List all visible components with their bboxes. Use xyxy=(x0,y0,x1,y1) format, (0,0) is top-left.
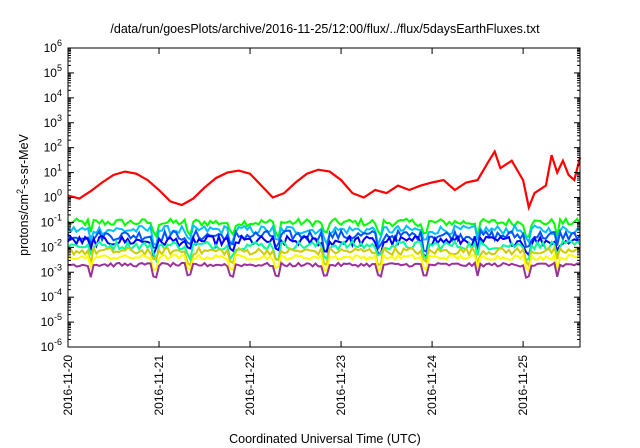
series-layer xyxy=(67,148,582,280)
axes-layer: 10-6 10-5 10-4 10-3 10-2 10-1 100 101 102 103 104 1… xyxy=(41,38,581,416)
x-axis-label: Coordinated Universal Time (UTC) xyxy=(229,432,421,446)
y-tick-label: 10-4 xyxy=(41,287,62,304)
y-tick-label: 104 xyxy=(44,88,62,105)
x-tick-label: 2016-11-23 xyxy=(334,355,348,416)
y-tick-label: 10-2 xyxy=(41,237,62,254)
y-tick-label: 10-1 xyxy=(41,212,62,229)
series-line-red xyxy=(67,148,582,212)
y-tick-label: 10-5 xyxy=(41,312,62,329)
y-tick-label: 105 xyxy=(44,63,62,80)
series-line-2 xyxy=(67,223,581,250)
y-tick-label: 106 xyxy=(44,38,62,55)
y-tick-label: 101 xyxy=(44,163,62,180)
series-line-7 xyxy=(67,252,581,274)
y-tick-label: 100 xyxy=(44,188,62,205)
x-tick-label: 2016-11-20 xyxy=(61,355,75,416)
y-tick-label: 102 xyxy=(44,138,62,155)
plot-frame xyxy=(67,47,581,348)
series-line-5 xyxy=(67,238,581,264)
x-tick-label: 2016-11-21 xyxy=(152,355,166,416)
y-axis-label-prefix: protons/cm xyxy=(17,194,31,256)
x-tick-label: 2016-11-22 xyxy=(243,355,257,416)
series-line-6 xyxy=(68,244,581,269)
y-axis-label: protons/cm2-s-sr-MeV xyxy=(15,133,31,255)
x-tick-label: 2016-11-24 xyxy=(425,355,439,416)
y-tick-label: 10-3 xyxy=(41,262,62,279)
y-tick-label: 10-6 xyxy=(41,337,62,354)
series-line-8 xyxy=(68,260,581,280)
y-axis-label-suffix: -s-sr-MeV xyxy=(17,133,31,189)
x-tick-label: 2016-11-25 xyxy=(516,355,530,416)
series-line-1 xyxy=(67,216,581,241)
y-axis-label-superscript: 2 xyxy=(15,189,25,194)
chart-title: /data/run/goesPlots/archive/2016-11-25/1… xyxy=(110,22,540,36)
y-tick-label: 103 xyxy=(44,113,62,130)
